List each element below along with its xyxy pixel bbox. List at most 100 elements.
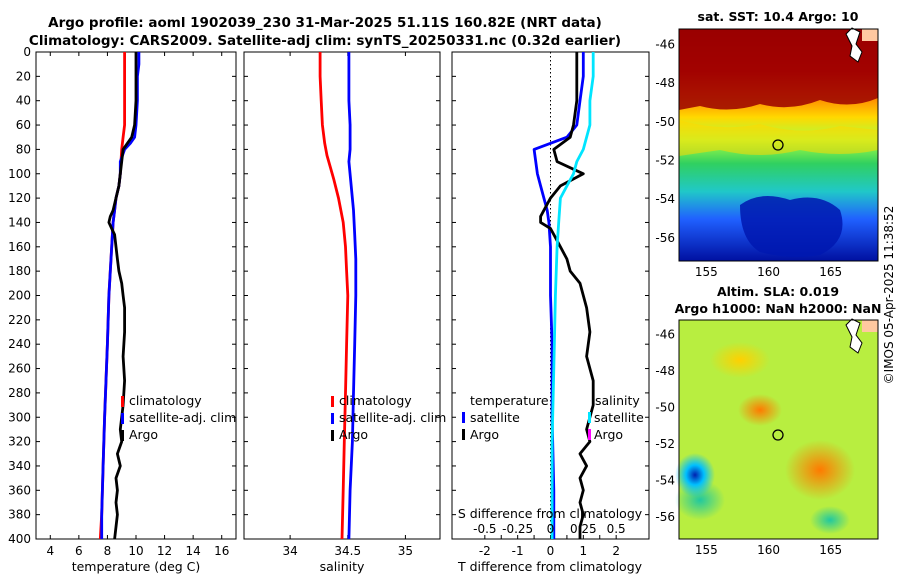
depth-tick-label: 320 [8, 435, 31, 449]
top-tick-label: 0.25 [570, 522, 597, 536]
series-line-climatology [318, 52, 350, 539]
depth-tick-label: 60 [16, 118, 31, 132]
lat-tick-label: -50 [655, 401, 675, 415]
sla-cold-eddy [675, 453, 715, 497]
sst-mid-band [679, 120, 878, 156]
x-tick-label: 12 [157, 544, 172, 558]
legend-label-t-satellite: satellite [470, 410, 520, 425]
lat-tick-label: -56 [655, 231, 675, 245]
difference-top-ticks: -0.5 -0.25 0 0.25 0.5 [473, 522, 626, 536]
legend-swatch-satellite [121, 413, 124, 424]
depth-tick-label: 20 [16, 69, 31, 83]
lon-tick-label: 165 [819, 543, 842, 557]
legend-swatch-s-satellite [588, 412, 591, 423]
temperature-series [98, 52, 141, 539]
salinity-series [318, 52, 358, 539]
x-tick-label: 4 [46, 544, 54, 558]
legend-swatch-t-argo [462, 429, 465, 440]
sst-cold-region [740, 196, 843, 257]
difference-series [532, 52, 595, 539]
depth-tick-label: 240 [8, 337, 31, 351]
sla-map [675, 318, 879, 540]
legend-label-climatology: climatology [339, 393, 412, 408]
depth-tick-label: 80 [16, 142, 31, 156]
difference-x-ticks: -2 -1 0 1 2 [479, 544, 620, 558]
x-tick-label: 14 [186, 544, 201, 558]
depth-tick-label: 200 [8, 289, 31, 303]
series-line-argo [107, 52, 138, 539]
x-tick-label: 6 [75, 544, 83, 558]
lat-tick-label: -48 [655, 76, 675, 90]
lon-tick-label: 160 [757, 543, 780, 557]
legend-swatch-climatology [121, 396, 124, 407]
x-tick-label: 35 [398, 544, 413, 558]
legend-swatch-argo [331, 430, 334, 441]
legend-swatch-satellite [331, 413, 334, 424]
depth-tick-label: 0 [23, 45, 31, 59]
lon-tick-label: 155 [695, 265, 718, 279]
sla-map-title-1: Altim. SLA: 0.019 [717, 284, 839, 299]
series-line-t-satellite [532, 52, 585, 539]
depth-tick-label: 340 [8, 459, 31, 473]
sla-anomaly [785, 440, 855, 500]
series-line-t-argo [539, 52, 595, 539]
legend-label-satellite: satellite-adj. clim [129, 410, 236, 425]
depth-tick-label: 380 [8, 508, 31, 522]
depth-tick-label: 260 [8, 362, 31, 376]
x-tick-label: 2 [612, 544, 620, 558]
lat-tick-label: -52 [655, 437, 675, 451]
sla-anomaly [810, 506, 850, 534]
series-line-satellite-adj-clim [347, 52, 358, 539]
legend-label-argo: Argo [339, 427, 368, 442]
temperature-legend: climatology satellite-adj. clim Argo [121, 393, 236, 442]
x-tick-label: 16 [214, 544, 229, 558]
depth-tick-label: 360 [8, 483, 31, 497]
header-title-line1: Argo profile: aoml 1902039_230 31-Mar-20… [48, 15, 602, 31]
salinity-axes [243, 51, 441, 540]
x-tick-label: 10 [128, 544, 143, 558]
land-patch [862, 29, 878, 41]
depth-tick-label: 160 [8, 240, 31, 254]
legend-label-satellite: satellite-adj. clim [339, 410, 446, 425]
salinity-x-ticks: 34 34.5 35 [282, 544, 413, 558]
lat-tick-label: -54 [655, 192, 675, 206]
sst-warm-region [679, 29, 878, 110]
lat-tick-label: -46 [655, 328, 675, 342]
difference-xlabel-top: S difference from climatology [458, 506, 643, 521]
difference-xlabel: T difference from climatology [457, 559, 643, 574]
series-line-s-satellite [550, 52, 595, 539]
depth-tick-label: 140 [8, 215, 31, 229]
x-tick-label: 34.5 [334, 544, 361, 558]
legend-label-climatology: climatology [129, 393, 202, 408]
header-title-line2: Climatology: CARS2009. Satellite-adj cli… [29, 33, 621, 49]
legend-label-s-satellite: satellite [594, 410, 644, 425]
x-tick-label: -2 [479, 544, 491, 558]
depth-tick-label: 400 [8, 532, 31, 546]
salinity-xlabel: salinity [320, 559, 365, 574]
x-tick-label: -1 [512, 544, 524, 558]
lon-tick-label: 165 [819, 265, 842, 279]
legend-title-salinity: salinity [595, 393, 640, 408]
copyright-stamp: ©IMOS 05-Apr-2025 11:38:52 [882, 206, 896, 385]
salinity-legend: climatology satellite-adj. clim Argo [331, 393, 446, 442]
difference-legend: temperature satellite Argo salinity sate… [462, 393, 644, 442]
lat-tick-label: -52 [655, 153, 675, 167]
legend-label-s-argo: Argo [594, 427, 623, 442]
sla-map-frame [678, 319, 879, 540]
legend-swatch-t-satellite [462, 412, 465, 423]
depth-tick-label: 300 [8, 410, 31, 424]
top-tick-label: 0.5 [607, 522, 626, 536]
x-tick-label: 0 [547, 544, 555, 558]
depth-tick-label: 180 [8, 264, 31, 278]
lon-tick-label: 160 [757, 265, 780, 279]
tick-marks [36, 51, 649, 540]
depth-tick-label: 120 [8, 191, 31, 205]
lat-tick-label: -54 [655, 474, 675, 488]
lat-tick-label: -46 [655, 37, 675, 51]
legend-swatch-s-argo [588, 429, 591, 440]
temperature-x-ticks: 4 6 8 10 12 14 16 [46, 544, 229, 558]
depth-tick-label: 220 [8, 313, 31, 327]
sst-map-frame [678, 28, 879, 262]
x-tick-label: 1 [580, 544, 588, 558]
